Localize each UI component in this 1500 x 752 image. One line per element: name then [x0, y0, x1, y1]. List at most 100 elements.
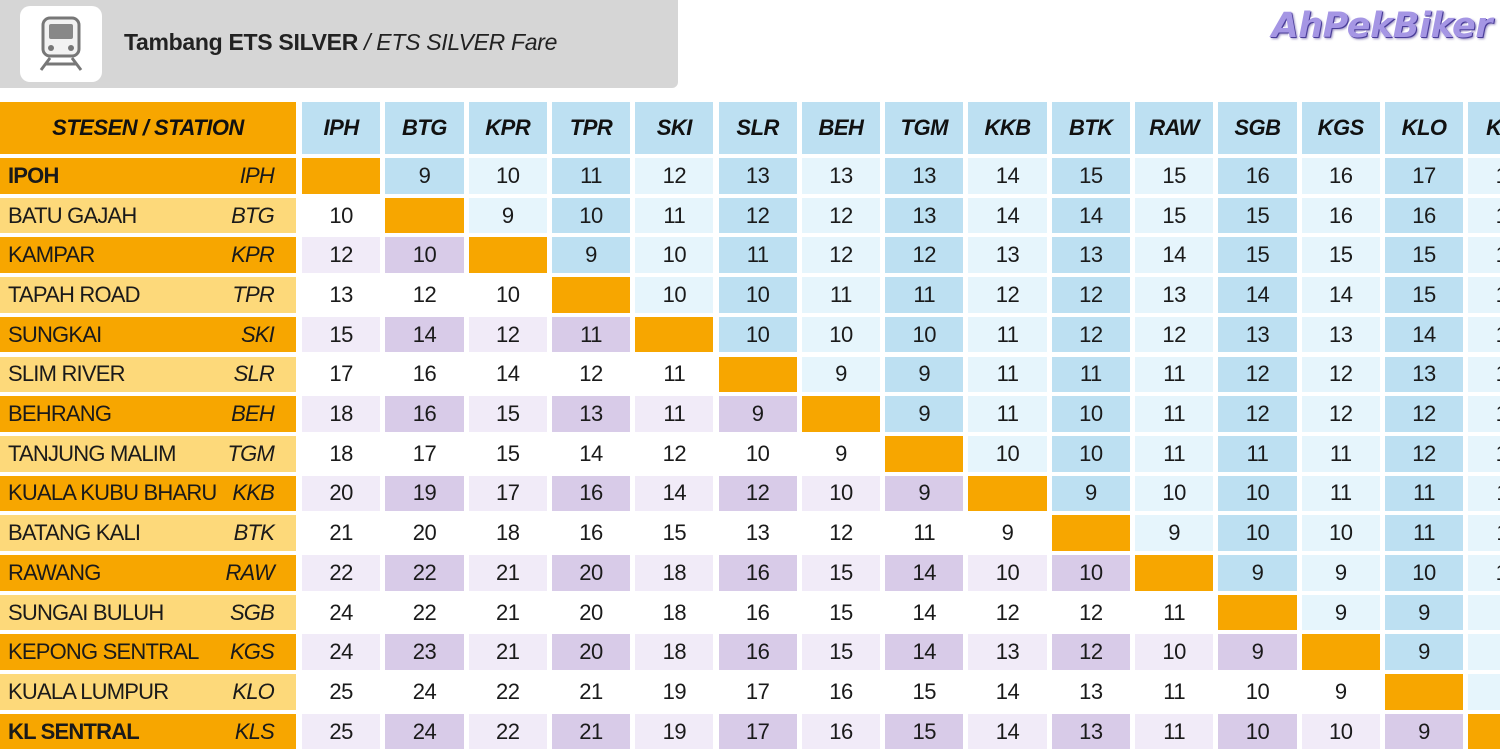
fare-cell: 10 — [1135, 634, 1214, 671]
fare-cell: 14 — [968, 197, 1047, 234]
fare-cell: 10 — [1051, 396, 1130, 432]
fare-cell: 22 — [468, 674, 547, 710]
column-header-kpr: KPR — [468, 102, 547, 154]
fare-cell: 18 — [302, 396, 381, 432]
row-header-slr: SLIM RIVER SLR — [0, 356, 296, 393]
fare-cell: 14 — [968, 713, 1047, 750]
row-header-klo: KUALA LUMPUR KLO — [0, 674, 296, 710]
column-header-kkb: KKB — [968, 102, 1047, 154]
fare-cell: 12 — [1051, 316, 1130, 353]
fare-cell: 18 — [302, 435, 381, 472]
fare-cell: 24 — [302, 634, 381, 671]
fare-cell: 17 — [718, 713, 797, 750]
diagonal-cell — [302, 158, 381, 194]
fare-cell: 12 — [1384, 435, 1464, 472]
fare-cell: 12 — [1301, 396, 1380, 432]
title-malay: Tambang ETS SILVER — [124, 29, 359, 55]
diagonal-cell — [385, 197, 464, 234]
fare-cell: 20 — [302, 475, 381, 512]
diagonal-cell — [1468, 713, 1500, 750]
fare-cell: 9 — [968, 515, 1047, 551]
fare-cell: 10 — [801, 316, 881, 353]
station-name: TAPAH ROAD — [8, 281, 141, 307]
column-header-kls: KLS — [1468, 102, 1500, 154]
row-header-raw: RAWANG RAW — [0, 555, 296, 591]
fare-cell: 15 — [302, 316, 381, 353]
fare-cell: 9 — [1051, 475, 1130, 512]
watermark: AhPekBiker — [1271, 6, 1493, 46]
station-code: SGB — [229, 599, 275, 625]
fare-cell: 15 — [1384, 237, 1464, 274]
title-english: ETS SILVER Fare — [376, 29, 558, 55]
fare-cell: 12 — [551, 356, 631, 393]
fare-cell: 13 — [551, 396, 631, 432]
station-name: RAWANG — [8, 559, 101, 585]
fare-cell: 11 — [1468, 475, 1500, 512]
fare-cell: 10 — [635, 277, 714, 313]
fare-cell: 15 — [635, 515, 714, 551]
row-header-beh: BEHRANG BEH — [0, 396, 296, 432]
title-separator: / — [358, 29, 377, 55]
fare-cell: 10 — [1301, 713, 1380, 750]
station-code: KLO — [232, 678, 274, 704]
fare-cell: 19 — [635, 674, 714, 710]
diagonal-cell — [968, 475, 1047, 512]
fare-cell: 13 — [885, 158, 964, 194]
diagonal-cell — [1301, 634, 1380, 671]
fare-cell: 12 — [718, 475, 797, 512]
station-code: BEH — [231, 401, 275, 427]
fare-cell: 13 — [1301, 316, 1380, 353]
diagonal-cell — [801, 396, 881, 432]
fare-cell: 13 — [1051, 237, 1130, 274]
diagonal-cell — [468, 237, 547, 274]
fare-cell: 9 — [801, 356, 881, 393]
fare-cell: 11 — [551, 316, 631, 353]
fare-cell: 12 — [1468, 396, 1500, 432]
fare-cell: 16 — [1384, 197, 1464, 234]
fare-cell: 9 — [1301, 674, 1380, 710]
fare-cell: 12 — [1384, 396, 1464, 432]
fare-cell: 11 — [1051, 356, 1130, 393]
fare-cell: 20 — [551, 594, 631, 631]
station-name: KUALA LUMPUR — [8, 678, 169, 704]
fare-cell: 11 — [885, 515, 964, 551]
fare-cell: 9 — [1468, 634, 1500, 671]
fare-cell: 14 — [885, 634, 964, 671]
row-header-ski: SUNGKAI SKI — [0, 316, 296, 353]
fare-cell: 12 — [1218, 396, 1297, 432]
fare-cell: 15 — [1384, 277, 1464, 313]
fare-cell: 12 — [1051, 634, 1130, 671]
fare-cell: 11 — [968, 356, 1047, 393]
fare-cell: 11 — [1135, 396, 1214, 432]
fare-cell: 13 — [968, 634, 1047, 671]
fare-cell: 9 — [885, 396, 964, 432]
fare-cell: 16 — [551, 475, 631, 512]
fare-cell: 9 — [1384, 713, 1464, 750]
fare-cell: 21 — [468, 594, 547, 631]
fare-cell: 16 — [551, 515, 631, 551]
fare-cell: 15 — [801, 555, 881, 591]
fare-cell: 17 — [718, 674, 797, 710]
row-header-tgm: TANJUNG MALIM TGM — [0, 435, 296, 472]
fare-cell: 12 — [968, 594, 1047, 631]
fare-cell: 14 — [885, 594, 964, 631]
fare-cell: 10 — [385, 237, 464, 274]
fare-cell: 15 — [1301, 237, 1380, 274]
fare-cell: 10 — [635, 237, 714, 274]
fare-cell: 24 — [385, 713, 464, 750]
fare-cell: 10 — [1218, 475, 1297, 512]
row-header-sgb: SUNGAI BULUH SGB — [0, 594, 296, 631]
fare-cell: 16 — [1468, 197, 1500, 234]
fare-cell: 11 — [1135, 674, 1214, 710]
fare-cell: 10 — [801, 475, 881, 512]
station-name: KL SENTRAL — [8, 718, 140, 744]
fare-cell: 9 — [1468, 674, 1500, 710]
column-header-tgm: TGM — [885, 102, 964, 154]
fare-cell: 16 — [718, 634, 797, 671]
fare-cell: 14 — [1218, 277, 1297, 313]
fare-cell: 12 — [801, 515, 881, 551]
fare-cell: 15 — [1468, 237, 1500, 274]
fare-cell: 10 — [468, 277, 547, 313]
fare-cell: 9 — [1468, 594, 1500, 631]
fare-cell: 9 — [801, 435, 881, 472]
